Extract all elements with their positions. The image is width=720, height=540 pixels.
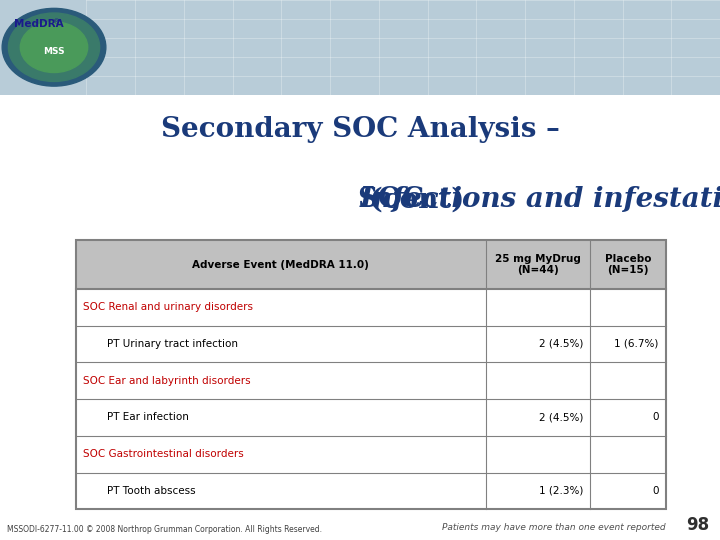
Text: 25 mg MyDrug
(N=44): 25 mg MyDrug (N=44) [495,254,581,275]
Text: SOC: SOC [359,186,434,213]
Text: Patients may have more than one event reported: Patients may have more than one event re… [442,523,666,532]
Text: (cont): (cont) [361,186,464,213]
Text: MedDRA: MedDRA [14,19,64,29]
Text: Infections and infestations: Infections and infestations [359,186,720,213]
Text: 98: 98 [686,516,709,534]
Text: 1 (2.3%): 1 (2.3%) [539,486,583,496]
Text: Secondary SOC Analysis –: Secondary SOC Analysis – [161,116,559,143]
Circle shape [20,22,88,72]
Text: SOC Gastrointestinal disorders: SOC Gastrointestinal disorders [83,449,243,459]
Text: 2 (4.5%): 2 (4.5%) [539,413,583,422]
Text: Placebo
(N=15): Placebo (N=15) [605,254,652,275]
Bar [76,289,666,326]
Circle shape [2,8,106,86]
Text: (cont): (cont) [0,539,1,540]
Bar [76,436,666,472]
Text: PT Urinary tract infection: PT Urinary tract infection [94,339,238,349]
Text: SOC Renal and urinary disorders: SOC Renal and urinary disorders [83,302,253,312]
Text: PT Ear infection: PT Ear infection [94,413,189,422]
Bar [0,0,720,94]
Text: PT Tooth abscess: PT Tooth abscess [94,486,195,496]
Text: 0: 0 [652,486,659,496]
Text: SOC Ear and labyrinth disorders: SOC Ear and labyrinth disorders [83,376,251,386]
Bar [76,399,666,436]
Text: 2 (4.5%): 2 (4.5%) [539,339,583,349]
Text: 0: 0 [652,413,659,422]
Bar [76,326,666,362]
Text: MSS: MSS [43,47,65,56]
Text: 1 (6.7%): 1 (6.7%) [614,339,659,349]
Text: Infections and infestations: Infections and infestations [0,539,1,540]
Bar [76,362,666,399]
Text: Adverse Event (MedDRA 11.0): Adverse Event (MedDRA 11.0) [192,260,369,269]
Circle shape [9,13,99,82]
Bar [76,472,666,509]
Text: MSSODI-6277-11.00 © 2008 Northrop Grumman Corporation. All Rights Reserved.: MSSODI-6277-11.00 © 2008 Northrop Grumma… [7,524,323,534]
Bar [76,240,666,289]
Text: ®: ® [53,19,60,25]
Bar [76,240,666,509]
Text: SOC: SOC [0,539,1,540]
